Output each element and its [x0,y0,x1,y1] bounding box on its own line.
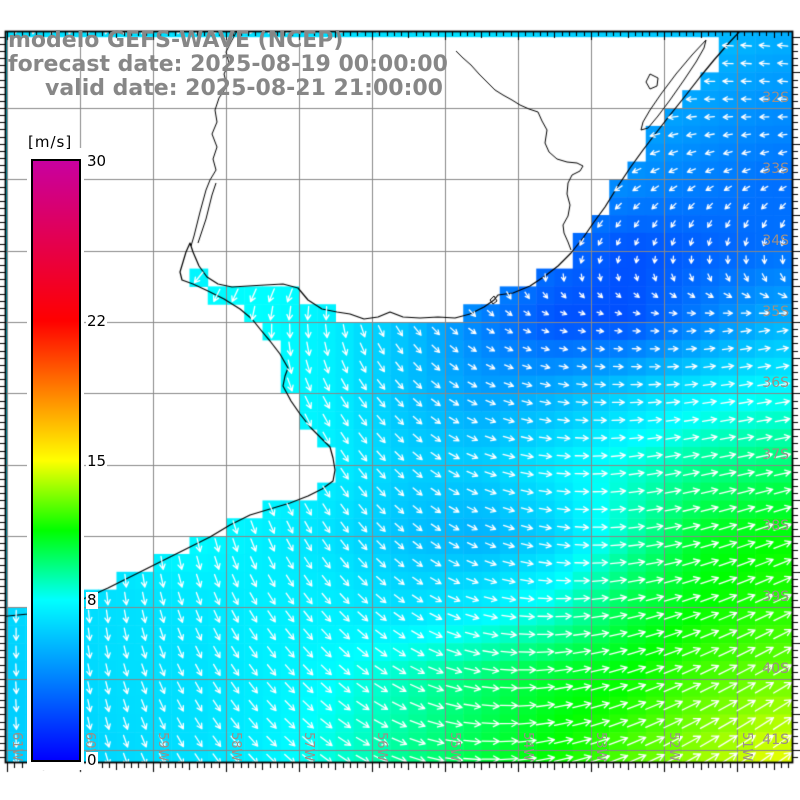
colorbar-tick-15: 15 [86,451,108,470]
lon-label-59w: 59W [154,732,170,762]
lat-label-39s: 39S [762,589,789,606]
lat-label-34s: 34S [762,232,789,249]
lon-label-51w: 51W [739,732,754,762]
colorbar-tick-8: 8 [86,591,98,610]
lon-label-55w: 55W [446,732,462,762]
lon-label-56w: 56W [373,732,389,762]
colorbar [27,148,84,770]
lat-label-37s: 37S [762,446,789,463]
colorbar-tick-22: 22 [86,311,108,330]
colorbar-tick-30: 30 [86,152,108,170]
lat-label-36s: 36S [762,375,789,392]
lat-label-41s: 41S [762,732,789,749]
lat-label-35s: 35S [762,304,789,321]
lon-label-58w: 58W [227,732,243,762]
lat-label-32s: 32S [762,90,789,107]
lon-label-54w: 54W [519,732,535,762]
lat-label-38s: 38S [762,518,789,535]
colorbar-gradient [31,159,81,762]
lon-label-52w: 52W [666,732,681,762]
lon-label-57w: 57W [300,732,316,762]
lon-label-61w: 61W [8,732,24,762]
lat-label-33s: 33S [762,161,789,178]
colorbar-tick-0: 0 [86,751,98,769]
lon-label-53w: 53W [592,732,608,762]
lat-label-40s: 40S [762,660,789,677]
colorbar-unit-label: [m/s] [28,133,73,151]
